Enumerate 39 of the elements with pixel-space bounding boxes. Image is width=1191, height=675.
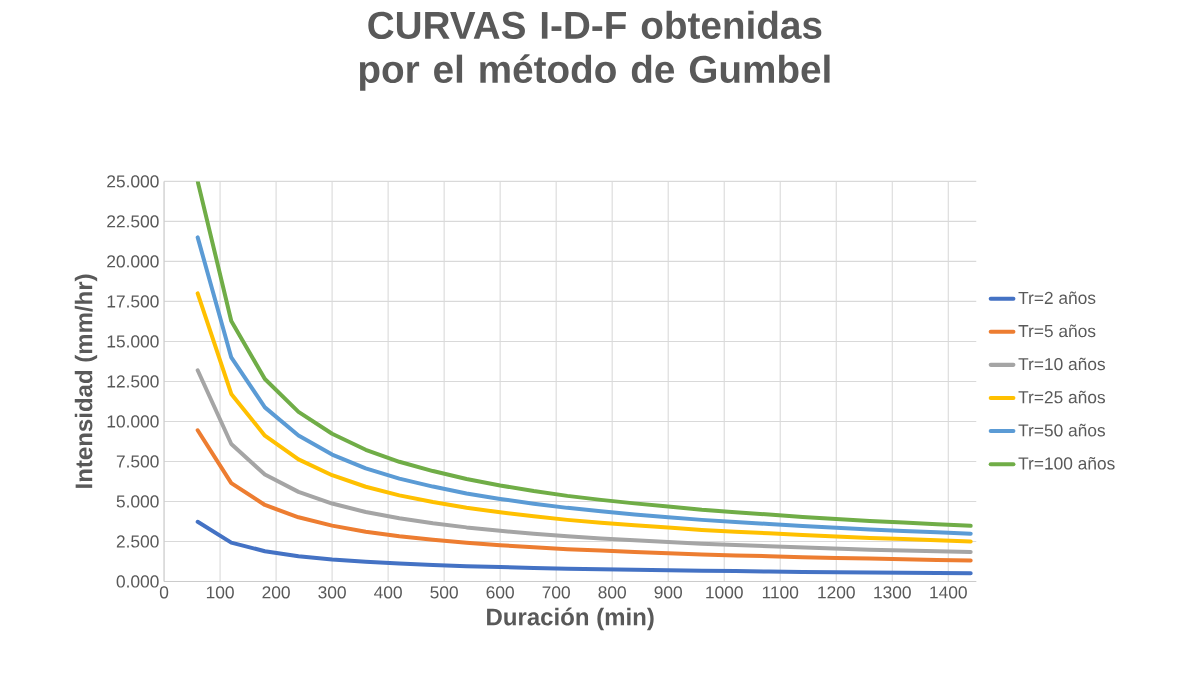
- x-tick-label: 700: [542, 586, 570, 599]
- x-tick-label: 400: [374, 586, 402, 599]
- x-tick-label: 800: [598, 586, 626, 599]
- y-tick-label: 7.500: [116, 455, 159, 468]
- x-tick-label: 900: [654, 586, 682, 599]
- y-tick-label: 12.500: [107, 375, 159, 388]
- x-tick-label: 1200: [818, 586, 855, 599]
- legend-label: Tr=2 años: [1018, 291, 1096, 305]
- x-tick-label: 1400: [930, 586, 967, 599]
- line-series: [195, 181, 973, 528]
- x-tick-label: 500: [430, 586, 458, 599]
- legend-label: Tr=50 años: [1018, 423, 1106, 437]
- x-tick-label: 100: [206, 586, 234, 599]
- x-tick-label: 200: [262, 586, 290, 599]
- chart-title: CURVAS I-D-F obtenidas por el método de Gumbel: [359, 10, 830, 91]
- x-tick-label: 1000: [706, 586, 743, 599]
- y-tick-label: 15.000: [107, 335, 159, 348]
- x-tick-label: 1100: [762, 586, 799, 599]
- legend-label: Tr=10 años: [1018, 357, 1106, 371]
- line-series: [195, 428, 973, 563]
- y-tick-label: 20.000: [107, 255, 159, 268]
- y-tick-label: 0.000: [116, 575, 159, 588]
- x-tick-label: 1300: [874, 586, 911, 599]
- legend-label: Tr=100 años: [1018, 457, 1115, 470]
- line-series: [195, 235, 973, 536]
- x-tick-label: 600: [486, 586, 514, 599]
- legend-label: Tr=25 años: [1018, 390, 1106, 404]
- y-tick-label: 2.500: [116, 535, 159, 548]
- y-tick-label: 5.000: [116, 495, 159, 508]
- y-tick-label: 22.500: [107, 215, 159, 228]
- legend-label: Tr=5 años: [1018, 324, 1096, 338]
- y-axis-title: Intensidad (mm/hr): [74, 274, 98, 488]
- y-tick-label: 10.000: [107, 415, 159, 428]
- line-series: [195, 291, 973, 544]
- y-tick-label: 17.500: [107, 295, 159, 308]
- x-tick-label: 0: [159, 586, 169, 599]
- y-tick-label: 25.000: [107, 175, 159, 188]
- x-tick-label: 300: [318, 586, 346, 599]
- x-axis-title: Duración (min): [487, 607, 654, 631]
